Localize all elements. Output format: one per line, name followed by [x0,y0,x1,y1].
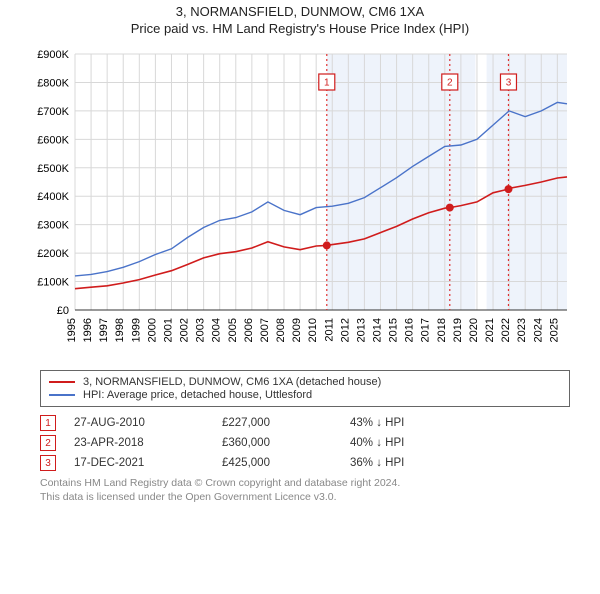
sale-diff-2: 40% ↓ HPI [350,437,460,449]
title-line-1: 3, NORMANSFIELD, DUNMOW, CM6 1XA [0,4,600,19]
svg-text:1: 1 [324,78,330,89]
svg-text:2014: 2014 [371,318,383,342]
svg-text:2022: 2022 [500,318,512,342]
svg-text:2001: 2001 [162,318,174,342]
sale-price-2: £360,000 [222,437,332,449]
sale-diff-1: 43% ↓ HPI [350,417,460,429]
svg-text:2000: 2000 [146,318,158,342]
title-line-2: Price paid vs. HM Land Registry's House … [0,21,600,36]
footnote: Contains HM Land Registry data © Crown c… [40,477,570,504]
svg-text:2023: 2023 [516,318,528,342]
sale-price-1: £227,000 [222,417,332,429]
svg-text:2003: 2003 [195,318,207,342]
svg-text:2013: 2013 [355,318,367,342]
svg-text:£900K: £900K [37,49,69,61]
svg-text:2020: 2020 [468,318,480,342]
svg-text:2019: 2019 [452,318,464,342]
sale-price-3: £425,000 [222,457,332,469]
svg-text:2024: 2024 [532,318,544,342]
svg-text:2018: 2018 [436,318,448,342]
legend-swatch-blue [49,394,75,396]
svg-text:2015: 2015 [388,318,400,342]
svg-text:1995: 1995 [66,318,78,342]
svg-text:2: 2 [447,78,453,89]
sale-date-2: 23-APR-2018 [74,437,204,449]
svg-text:£400K: £400K [37,191,69,203]
svg-text:2021: 2021 [484,318,496,342]
legend-item-property: 3, NORMANSFIELD, DUNMOW, CM6 1XA (detach… [49,376,561,388]
svg-text:2010: 2010 [307,318,319,342]
sales-row-3: 3 17-DEC-2021 £425,000 36% ↓ HPI [40,455,570,471]
svg-text:£800K: £800K [37,77,69,89]
svg-text:£600K: £600K [37,134,69,146]
sale-marker-3: 3 [40,455,56,471]
sale-date-1: 27-AUG-2010 [74,417,204,429]
svg-text:2008: 2008 [275,318,287,342]
svg-text:£300K: £300K [37,220,69,232]
svg-text:2025: 2025 [548,318,560,342]
legend-label-property: 3, NORMANSFIELD, DUNMOW, CM6 1XA (detach… [83,376,381,388]
svg-text:1997: 1997 [98,318,110,342]
svg-text:2016: 2016 [404,318,416,342]
sales-table: 1 27-AUG-2010 £227,000 43% ↓ HPI 2 23-AP… [40,415,570,471]
sales-row-1: 1 27-AUG-2010 £227,000 43% ↓ HPI [40,415,570,431]
svg-text:1999: 1999 [130,318,142,342]
svg-text:£100K: £100K [37,277,69,289]
svg-text:2009: 2009 [291,318,303,342]
svg-text:£0: £0 [57,305,69,317]
price-chart: £0 £100K £200K £300K £400K £500K £600K £700K £80… [20,44,580,364]
svg-text:2011: 2011 [323,318,335,342]
svg-text:1996: 1996 [82,318,94,342]
svg-text:2017: 2017 [420,318,432,342]
legend-label-hpi: HPI: Average price, detached house, Uttl… [83,389,312,401]
svg-text:2002: 2002 [179,318,191,342]
sales-row-2: 2 23-APR-2018 £360,000 40% ↓ HPI [40,435,570,451]
sale-marker-2: 2 [40,435,56,451]
svg-text:£700K: £700K [37,106,69,118]
sale-date-3: 17-DEC-2021 [74,457,204,469]
footnote-line-1: Contains HM Land Registry data © Crown c… [40,477,570,491]
svg-text:1998: 1998 [114,318,126,342]
chart-title-block: 3, NORMANSFIELD, DUNMOW, CM6 1XA Price p… [0,4,600,36]
svg-text:2004: 2004 [211,318,223,342]
sale-diff-3: 36% ↓ HPI [350,457,460,469]
legend: 3, NORMANSFIELD, DUNMOW, CM6 1XA (detach… [40,370,570,407]
svg-text:2005: 2005 [227,318,239,342]
svg-text:2007: 2007 [259,318,271,342]
svg-text:2012: 2012 [339,318,351,342]
chart-svg: £0 £100K £200K £300K £400K £500K £600K £700K £80… [20,44,580,364]
svg-text:£200K: £200K [37,248,69,260]
svg-text:2006: 2006 [243,318,255,342]
svg-text:£500K: £500K [37,163,69,175]
legend-swatch-red [49,381,75,383]
svg-text:3: 3 [506,78,512,89]
legend-item-hpi: HPI: Average price, detached house, Uttl… [49,389,561,401]
sale-marker-1: 1 [40,415,56,431]
footnote-line-2: This data is licensed under the Open Gov… [40,491,570,505]
